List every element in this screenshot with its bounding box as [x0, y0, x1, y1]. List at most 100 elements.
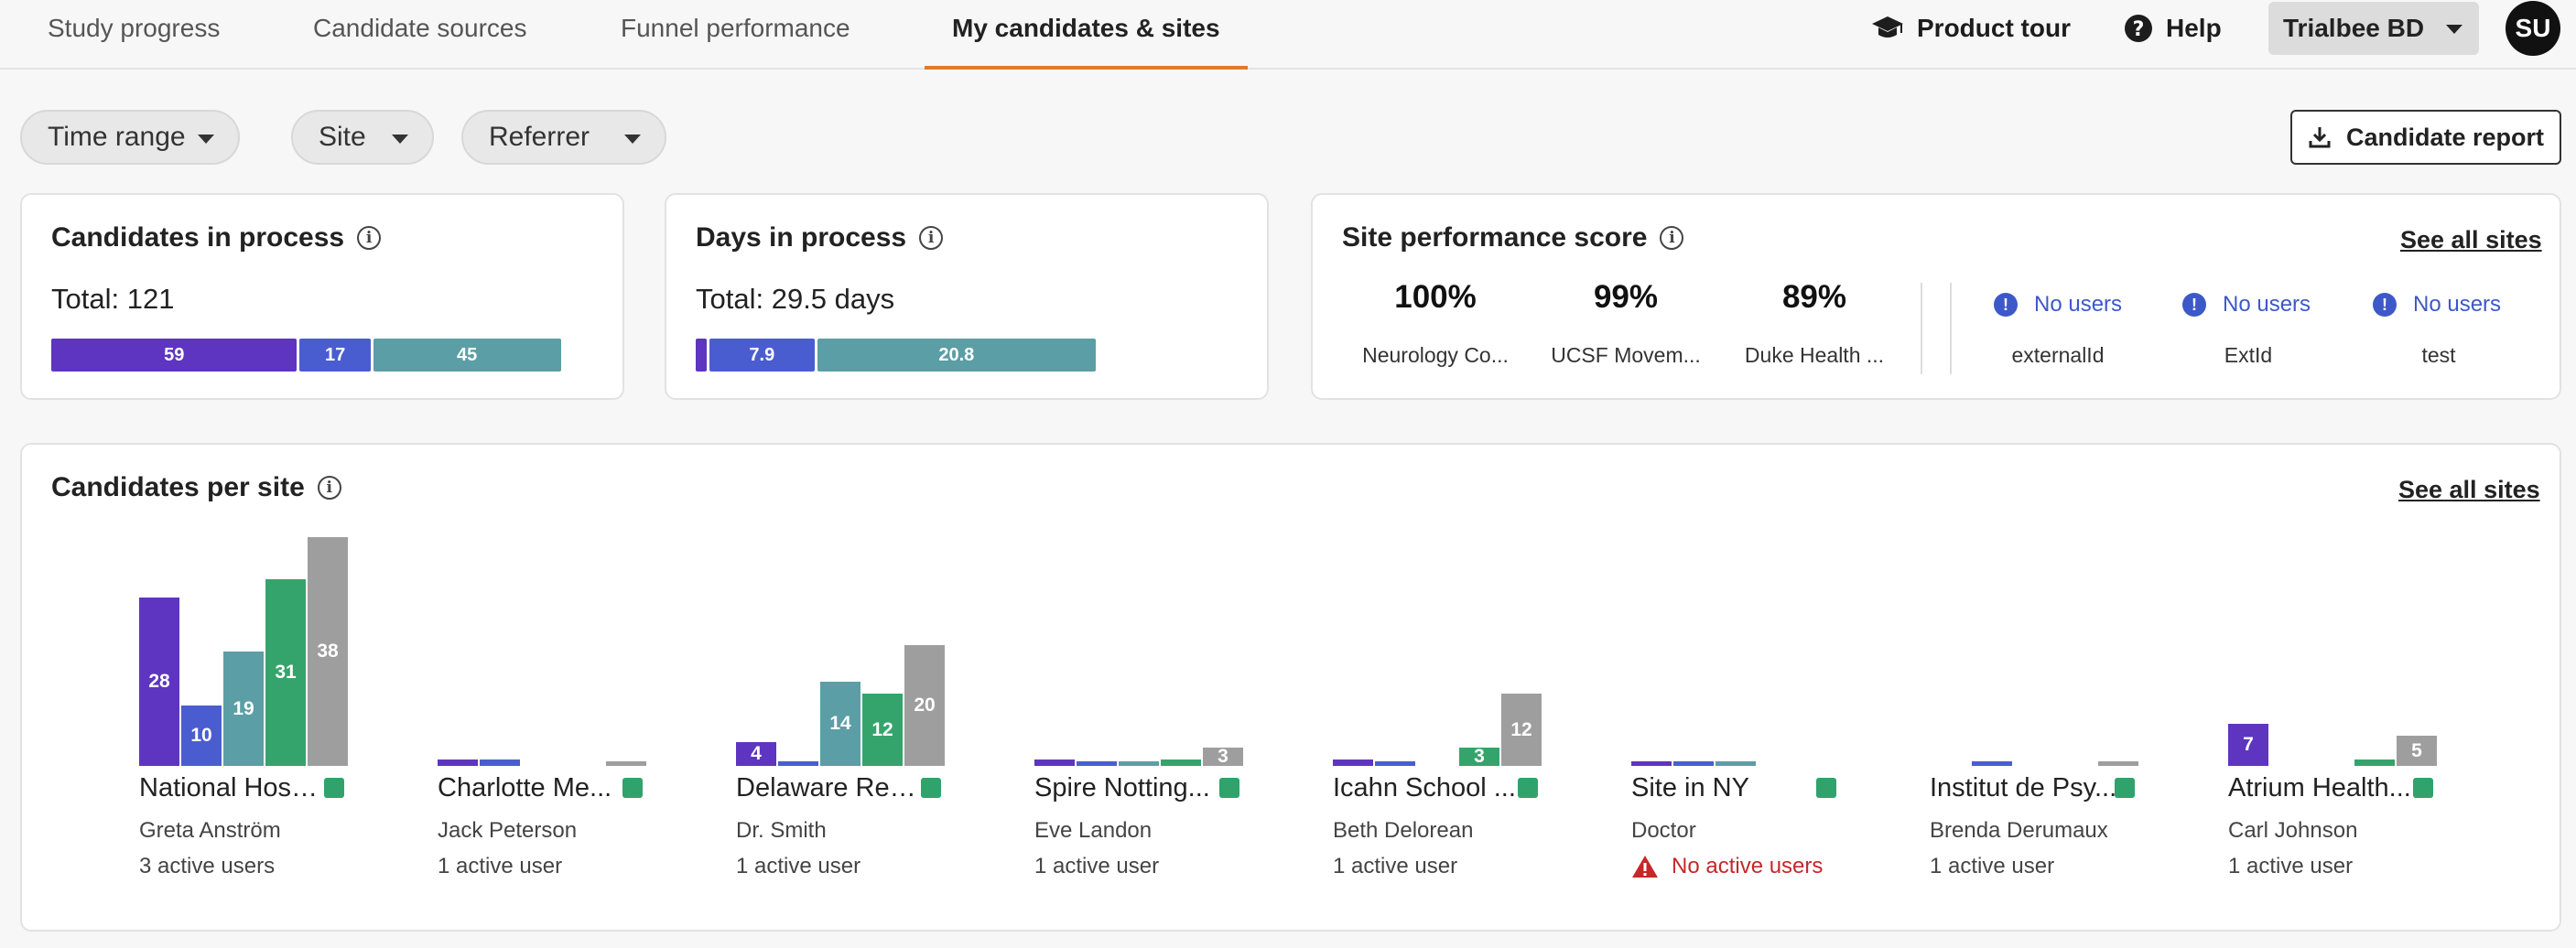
info-icon[interactable]: i: [317, 476, 341, 500]
bar-label: 4: [751, 743, 762, 764]
site-bar: [1119, 761, 1159, 766]
site-bar: 20: [904, 645, 945, 766]
info-icon[interactable]: i: [1660, 226, 1684, 250]
score-site-name: Duke Health ...: [1744, 343, 1885, 367]
info-icon[interactable]: i: [357, 226, 382, 250]
site-bar: 38: [308, 537, 348, 766]
site-active-users: 1 active user: [1930, 854, 2055, 878]
time-range-label: Time range: [48, 122, 186, 152]
candidates-segment: 59: [51, 339, 298, 372]
days-total: Total: 29.5 days: [696, 283, 895, 315]
site-name[interactable]: Icahn School ...: [1333, 773, 1516, 803]
site-bar: [1077, 761, 1117, 766]
tab-study-progress[interactable]: Study progress: [48, 14, 221, 42]
site-filter[interactable]: Site: [291, 110, 434, 165]
site-active-users: No active users: [1631, 854, 1823, 879]
site-name[interactable]: Institut de Psy...: [1930, 773, 2117, 803]
candidate-report-button[interactable]: Candidate report: [2290, 110, 2561, 165]
bar-label: 7: [2243, 734, 2254, 755]
site-bar: 10: [181, 706, 222, 766]
site-bar: [606, 761, 646, 766]
candidates-in-process-card: Candidates in process i Total: 121 59 17…: [20, 193, 624, 400]
site-bar: 31: [265, 579, 306, 766]
see-all-sites-link[interactable]: See all sites: [2398, 476, 2540, 503]
site-contact: Eve Landon: [1034, 818, 1153, 843]
segment-label: 7.9: [749, 344, 775, 365]
top-navigation: Study progress Candidate sources Funnel …: [0, 0, 2576, 70]
card-title-text: Days in process: [696, 222, 907, 253]
status-square-icon: [1219, 778, 1239, 798]
card-title-text: Site performance score: [1342, 222, 1648, 253]
site-bar: 12: [862, 694, 903, 766]
time-range-filter[interactable]: Time range: [20, 110, 240, 165]
tab-candidate-sources[interactable]: Candidate sources: [313, 14, 527, 42]
site-bar: 3: [1459, 746, 1499, 767]
segment-label: 17: [324, 344, 346, 365]
bar-label: 38: [317, 641, 339, 662]
see-all-sites-link[interactable]: See all sites: [2400, 226, 2542, 253]
alert-icon: !: [2182, 293, 2206, 317]
site-performance-card: Site performance score i See all sites 1…: [1311, 193, 2561, 400]
chevron-down-icon: [2446, 25, 2462, 34]
help-button[interactable]: ? Help: [2124, 0, 2222, 57]
site-active-users: 1 active user: [1333, 854, 1458, 878]
site-bar: [1375, 761, 1415, 766]
site-name[interactable]: Delaware Res...: [736, 773, 925, 803]
chevron-down-icon: [624, 135, 641, 144]
bar-label: 5: [2411, 739, 2422, 761]
organization-select[interactable]: Trialbee BD: [2268, 2, 2479, 55]
site-name[interactable]: Spire Notting...: [1034, 773, 1210, 803]
site-performance-title: Site performance score i: [1342, 222, 1684, 253]
candidate-report-label: Candidate report: [2345, 123, 2545, 151]
site-bar: [2354, 759, 2395, 766]
site-bar: 19: [223, 652, 264, 766]
divider: [1921, 283, 1922, 374]
days-segment: [696, 339, 707, 372]
segment-label: 20.8: [938, 344, 975, 365]
referrer-filter[interactable]: Referrer: [461, 110, 666, 165]
score-site-name: Neurology Co...: [1362, 343, 1509, 367]
divider: [1950, 283, 1952, 374]
candidates-per-site-title: Candidates per site i: [51, 472, 341, 503]
external-site-name: ExtId: [2224, 343, 2273, 367]
site-name[interactable]: Site in NY: [1631, 773, 1749, 803]
candidates-segment: 45: [373, 339, 561, 372]
no-users-indicator: ! No users: [2373, 292, 2501, 318]
site-name[interactable]: Charlotte Me...: [438, 773, 612, 803]
days-in-process-title: Days in process i: [696, 222, 944, 253]
score-value: 89%: [1781, 279, 1847, 315]
site-bar: [778, 761, 818, 766]
site-name[interactable]: National Hosp...: [139, 773, 328, 803]
no-users-label: No users: [2034, 292, 2123, 317]
card-title-text: Candidates in process: [51, 222, 345, 253]
site-bar: [1161, 759, 1201, 766]
tab-my-candidates-sites[interactable]: My candidates & sites: [925, 0, 1248, 70]
user-avatar[interactable]: SU: [2506, 1, 2560, 56]
no-users-label: No users: [2413, 292, 2502, 317]
product-tour-button[interactable]: Product tour: [1871, 0, 2071, 57]
tab-funnel-performance[interactable]: Funnel performance: [621, 14, 850, 42]
bar-label: 3: [1474, 746, 1485, 767]
bar-label: 10: [190, 725, 212, 746]
site-bar: [1716, 761, 1756, 766]
site-bar: [1972, 761, 2012, 766]
external-site-name: test: [2421, 343, 2456, 367]
segment-label: 45: [457, 344, 478, 365]
site-filter-label: Site: [319, 122, 366, 152]
info-icon[interactable]: i: [919, 226, 944, 250]
site-active-users: 1 active user: [736, 854, 861, 878]
status-square-icon: [1816, 778, 1836, 798]
svg-text:?: ?: [2133, 18, 2145, 41]
bar-label: 31: [275, 662, 297, 683]
site-contact: Dr. Smith: [736, 818, 827, 843]
site-contact: Carl Johnson: [2228, 818, 2358, 843]
site-bar: 7: [2228, 724, 2268, 766]
status-square-icon: [921, 778, 941, 798]
candidates-per-site-card: Candidates per site i See all sites: [20, 443, 2561, 932]
status-square-icon: [324, 778, 344, 798]
help-icon: ?: [2125, 15, 2152, 42]
warning-icon: [1632, 856, 1658, 878]
no-active-users-label: No active users: [1672, 854, 1824, 878]
site-bar: [1673, 761, 1714, 766]
site-name[interactable]: Atrium Health...: [2228, 773, 2411, 803]
